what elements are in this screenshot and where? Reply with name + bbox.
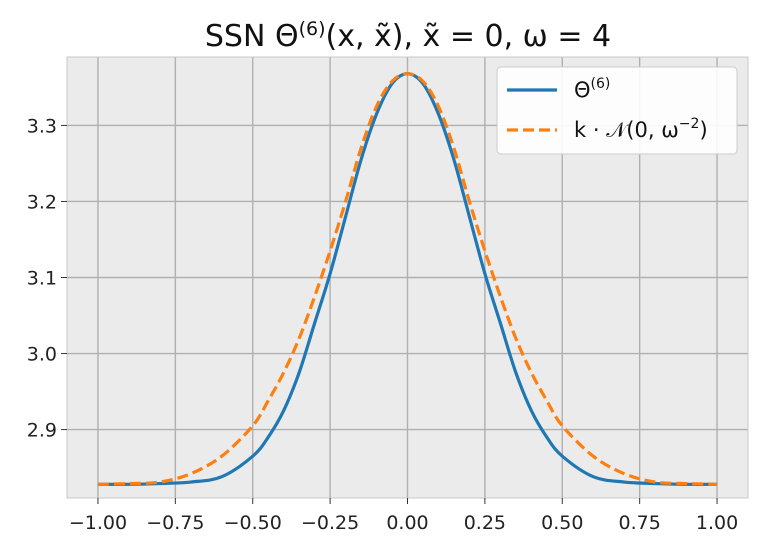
y-tick-label: 2.9 bbox=[27, 420, 57, 442]
chart-title-rest: (x, x̃), x̃ = 0, ω = 4 bbox=[326, 19, 612, 54]
x-tick-label: −0.50 bbox=[224, 512, 282, 534]
legend: Θ(6) k · 𝒩(0, ω−2) bbox=[496, 66, 738, 155]
series-gaussian-line bbox=[97, 72, 718, 486]
x-tick-label: 1.00 bbox=[696, 512, 738, 534]
x-tick-label: 0.00 bbox=[386, 512, 428, 534]
x-tick-label: 0.50 bbox=[541, 512, 583, 534]
x-tick-label: −1.00 bbox=[69, 512, 127, 534]
x-tick-label: 0.75 bbox=[619, 512, 661, 534]
x-axis: −1.00 −0.75 −0.50 −0.25 0.00 0.25 0.50 0.75 1.00 bbox=[69, 498, 738, 534]
y-axis: 2.9 3.0 3.1 3.2 3.3 bbox=[27, 115, 67, 442]
series-layer bbox=[97, 72, 718, 486]
legend-label-gaussian: k · 𝒩(0, ω−2) bbox=[574, 116, 708, 142]
x-tick-label: 0.25 bbox=[464, 512, 506, 534]
chart-title-main: SSN Θ bbox=[205, 19, 299, 54]
legend-label-theta: Θ(6) bbox=[574, 76, 610, 102]
x-tick-label: −0.75 bbox=[146, 512, 204, 534]
x-tick-label: −0.25 bbox=[301, 512, 359, 534]
y-tick-label: 3.0 bbox=[27, 344, 57, 366]
y-tick-label: 3.3 bbox=[27, 115, 57, 137]
chart-title: SSN Θ(6)(x, x̃), x̃ = 0, ω = 4 bbox=[205, 18, 611, 54]
y-tick-label: 3.1 bbox=[27, 268, 57, 290]
y-tick-label: 3.2 bbox=[27, 191, 57, 213]
chart-title-superscript: (6) bbox=[299, 18, 326, 40]
